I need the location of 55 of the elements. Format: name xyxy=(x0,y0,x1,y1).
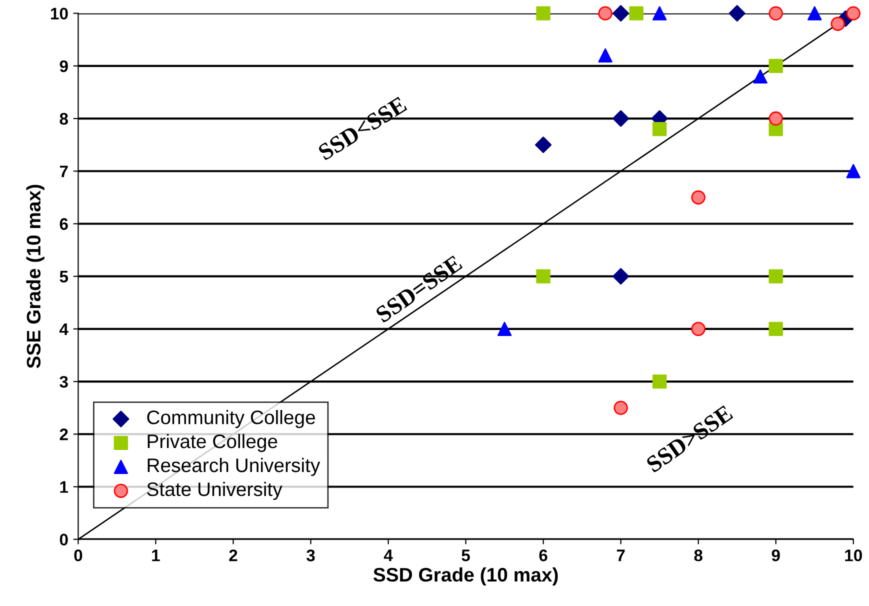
point xyxy=(691,190,706,205)
point xyxy=(536,269,550,284)
x-tick-label: 4 xyxy=(384,550,393,562)
point xyxy=(598,48,612,63)
point xyxy=(536,6,550,20)
y-tick-label: 5 xyxy=(60,270,68,283)
point xyxy=(768,322,783,336)
x-axis-title: SSD Grade (10 max) xyxy=(373,567,558,586)
point xyxy=(768,6,783,20)
x-tick-label: 6 xyxy=(539,550,548,562)
point xyxy=(497,322,512,336)
x-tick-label: 2 xyxy=(229,550,238,562)
point xyxy=(614,400,628,415)
legend-label: Research University xyxy=(148,458,320,476)
y-tick-label: 4 xyxy=(59,324,68,335)
x-tick-label: 7 xyxy=(616,550,625,562)
point xyxy=(768,111,783,126)
point xyxy=(652,374,667,389)
point xyxy=(652,6,667,20)
point xyxy=(846,164,860,178)
point xyxy=(753,69,768,84)
y-tick-label: 9 xyxy=(60,60,68,72)
point xyxy=(598,6,612,20)
y-tick-label: 7 xyxy=(60,166,68,178)
y-tick-label: 6 xyxy=(60,218,68,230)
point xyxy=(728,5,746,22)
x-tick-label: 8 xyxy=(694,550,702,562)
point xyxy=(768,58,783,74)
point xyxy=(652,122,667,136)
legend-label: State University xyxy=(147,482,282,500)
legend-label: Community College xyxy=(147,410,316,428)
point xyxy=(612,268,630,285)
x-tick-label: 5 xyxy=(462,550,470,562)
point xyxy=(612,110,630,127)
y-tick-label: 10 xyxy=(51,8,68,20)
y-tick-label: 1 xyxy=(60,481,68,493)
x-tick-label: 9 xyxy=(772,550,780,562)
y-tick-label: 8 xyxy=(60,112,68,125)
x-tick-label: 3 xyxy=(306,550,315,562)
x-tick-label: 0 xyxy=(74,550,82,562)
point xyxy=(534,136,552,154)
point xyxy=(846,6,860,20)
point xyxy=(808,6,822,20)
point xyxy=(768,269,783,284)
point xyxy=(691,322,706,336)
y-tick-label: 2 xyxy=(60,428,68,440)
x-tick-label: 10 xyxy=(845,550,862,562)
point xyxy=(612,5,630,22)
y-axis-title: SSE Grade (10 max) xyxy=(26,184,44,368)
x-tick-label: 1 xyxy=(152,550,160,562)
point xyxy=(629,6,644,20)
legend-label: Private College xyxy=(148,434,278,452)
y-tick-label: 3 xyxy=(60,376,68,388)
y-tick-label: 0 xyxy=(60,534,68,546)
point xyxy=(830,16,845,31)
